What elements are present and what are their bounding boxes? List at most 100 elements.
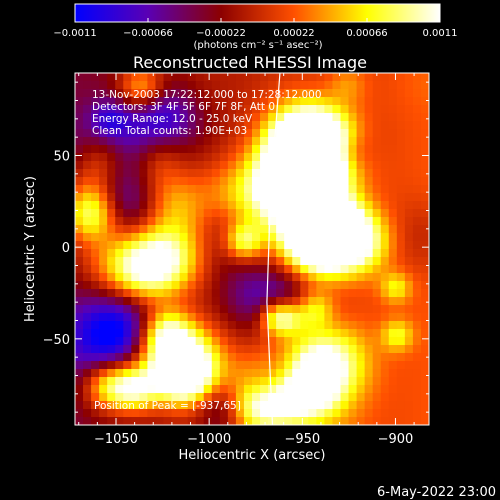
heatmap-cell: [147, 225, 157, 234]
heatmap-cell: [99, 121, 108, 130]
heatmap-cell: [203, 345, 213, 354]
heatmap-cell: [388, 233, 398, 242]
heatmap-cell: [227, 297, 237, 306]
heatmap-cell: [332, 377, 342, 386]
heatmap-cell: [139, 161, 149, 170]
heatmap-cell: [219, 185, 229, 194]
heatmap-cell: [75, 329, 84, 338]
heatmap-cell: [356, 209, 366, 218]
heatmap-cell: [252, 409, 261, 418]
heatmap-cell: [340, 313, 350, 322]
heatmap-cell: [356, 129, 366, 138]
heatmap-cell: [284, 265, 293, 274]
heatmap-cell: [243, 225, 253, 234]
heatmap-cell: [75, 289, 84, 298]
heatmap-cell: [211, 305, 221, 314]
heatmap-cell: [308, 121, 317, 130]
heatmap-cell: [203, 257, 213, 266]
heatmap-cell: [155, 361, 165, 370]
heatmap-cell: [227, 217, 237, 226]
heatmap-cell: [187, 81, 197, 90]
heatmap-cell: [179, 385, 189, 394]
heatmap-cell: [107, 105, 116, 114]
heatmap-cell: [75, 265, 84, 274]
heatmap-cell: [356, 201, 366, 210]
heatmap-cell: [308, 73, 317, 82]
heatmap-cell: [260, 353, 269, 362]
heatmap-cell: [91, 241, 100, 250]
heatmap-cell: [179, 353, 189, 362]
heatmap-cell: [388, 361, 398, 370]
heatmap-cell: [300, 393, 309, 402]
heatmap-cell: [268, 241, 277, 250]
heatmap-cell: [123, 241, 132, 250]
heatmap-cell: [219, 417, 229, 425]
heatmap-cell: [107, 129, 116, 138]
heatmap-cell: [380, 273, 390, 282]
heatmap-cell: [348, 105, 358, 114]
heatmap-cell: [268, 233, 277, 242]
heatmap-cell: [388, 225, 398, 234]
heatmap-cell: [348, 273, 358, 282]
heatmap-cell: [292, 265, 301, 274]
x-tick-label: −900: [378, 432, 414, 447]
heatmap-cell: [115, 217, 124, 226]
heatmap-cell: [235, 337, 245, 346]
heatmap-cell: [99, 361, 108, 370]
heatmap-cell: [123, 313, 132, 322]
heatmap-cell: [243, 313, 253, 322]
heatmap-cell: [99, 377, 108, 386]
heatmap-cell: [284, 313, 293, 322]
heatmap-cell: [227, 89, 237, 98]
heatmap-cell: [316, 417, 326, 425]
heatmap-cell: [340, 249, 350, 258]
heatmap-cell: [123, 113, 132, 122]
heatmap-cell: [260, 289, 269, 298]
heatmap-cell: [372, 217, 382, 226]
heatmap-cell: [324, 217, 334, 226]
heatmap-cell: [276, 321, 285, 330]
heatmap-cell: [388, 153, 398, 162]
heatmap-cell: [195, 281, 205, 290]
heatmap-cell: [123, 265, 132, 274]
heatmap-cell: [260, 265, 269, 274]
heatmap-cell: [260, 305, 269, 314]
heatmap-cell: [155, 281, 165, 290]
heatmap-cell: [203, 377, 213, 386]
heatmap-cell: [131, 329, 140, 338]
heatmap-cell: [227, 113, 237, 122]
heatmap-cell: [292, 417, 301, 425]
heatmap-cell: [300, 345, 309, 354]
heatmap-cell: [91, 129, 100, 138]
heatmap-cell: [235, 193, 245, 202]
heatmap-cell: [219, 137, 229, 146]
colorbar-tick-label: −0.00066: [123, 28, 173, 39]
heatmap-cell: [155, 81, 165, 90]
heatmap-cell: [179, 297, 189, 306]
heatmap-cell: [324, 89, 334, 98]
heatmap-cell: [147, 409, 157, 418]
heatmap-cell: [211, 153, 221, 162]
heatmap-cell: [356, 89, 366, 98]
heatmap-cell: [75, 417, 84, 425]
heatmap-cell: [203, 137, 213, 146]
heatmap-cell: [115, 297, 124, 306]
heatmap-cells: [75, 73, 429, 425]
heatmap-cell: [276, 193, 285, 202]
heatmap-cell: [380, 249, 390, 258]
heatmap-cell: [316, 113, 326, 122]
heatmap-cell: [268, 153, 277, 162]
colorbar-tick-label: 0.0011: [423, 28, 458, 39]
heatmap-cell: [115, 169, 124, 178]
heatmap-cell: [235, 129, 245, 138]
heatmap-cell: [179, 97, 189, 106]
heatmap-cell: [356, 369, 366, 378]
heatmap-cell: [340, 177, 350, 186]
heatmap-cell: [276, 73, 285, 82]
heatmap-cell: [107, 161, 116, 170]
heatmap-cell: [235, 377, 245, 386]
heatmap-cell: [179, 73, 189, 82]
heatmap-cell: [340, 329, 350, 338]
heatmap-cell: [187, 225, 197, 234]
